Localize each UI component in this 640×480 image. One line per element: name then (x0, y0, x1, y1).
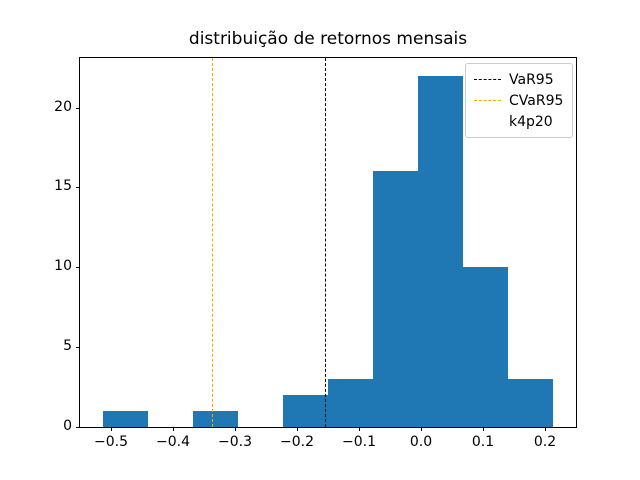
x-tick-label: −0.2 (280, 434, 314, 450)
x-tick-label: −0.1 (342, 434, 376, 450)
legend-entry: VaR95 (474, 69, 563, 90)
x-tick (173, 427, 174, 431)
var95-line (325, 58, 327, 427)
histogram-bar (463, 267, 509, 427)
legend: VaR95 CVaR95 k4p20 (465, 63, 574, 138)
x-tick (545, 427, 546, 431)
y-tick (76, 187, 80, 189)
histogram-bar (192, 411, 238, 427)
histogram-bar (283, 395, 329, 427)
legend-entry: CVaR95 (474, 90, 563, 111)
x-tick-label: −0.3 (218, 434, 252, 450)
legend-label: k4p20 (509, 113, 553, 130)
histogram-bar (373, 171, 419, 427)
y-tick (76, 427, 80, 428)
histogram-bar (328, 379, 374, 427)
x-tick (359, 427, 360, 431)
legend-dash-handle (474, 100, 501, 101)
x-tick (297, 427, 298, 431)
legend-label: VaR95 (509, 71, 554, 88)
x-tick-label: −0.4 (156, 434, 190, 450)
histogram-bar (102, 411, 148, 427)
legend-dash-handle (474, 79, 501, 80)
chart-title: distribuição de retornos mensais (188, 29, 468, 49)
y-tick-label: 5 (63, 338, 72, 355)
histogram-bar (508, 379, 554, 427)
legend-label: CVaR95 (509, 92, 564, 109)
x-tick-label: 0.1 (471, 434, 495, 450)
y-tick-label: 0 (63, 418, 72, 434)
x-tick (111, 427, 112, 431)
x-tick (483, 427, 484, 431)
x-tick (235, 427, 236, 431)
x-tick (421, 427, 422, 431)
histogram-bar (418, 75, 464, 427)
y-tick (76, 347, 80, 349)
x-tick-label: 0.2 (533, 434, 557, 450)
y-tick (76, 267, 80, 269)
y-tick-label: 15 (54, 178, 72, 195)
y-tick (76, 107, 80, 109)
y-tick-label: 20 (54, 98, 72, 115)
y-tick-label: 10 (54, 258, 72, 275)
x-tick-label: −0.5 (94, 434, 128, 450)
x-tick-label: 0.0 (409, 434, 433, 450)
cvar95-line (212, 58, 214, 427)
legend-entry: k4p20 (474, 111, 563, 132)
